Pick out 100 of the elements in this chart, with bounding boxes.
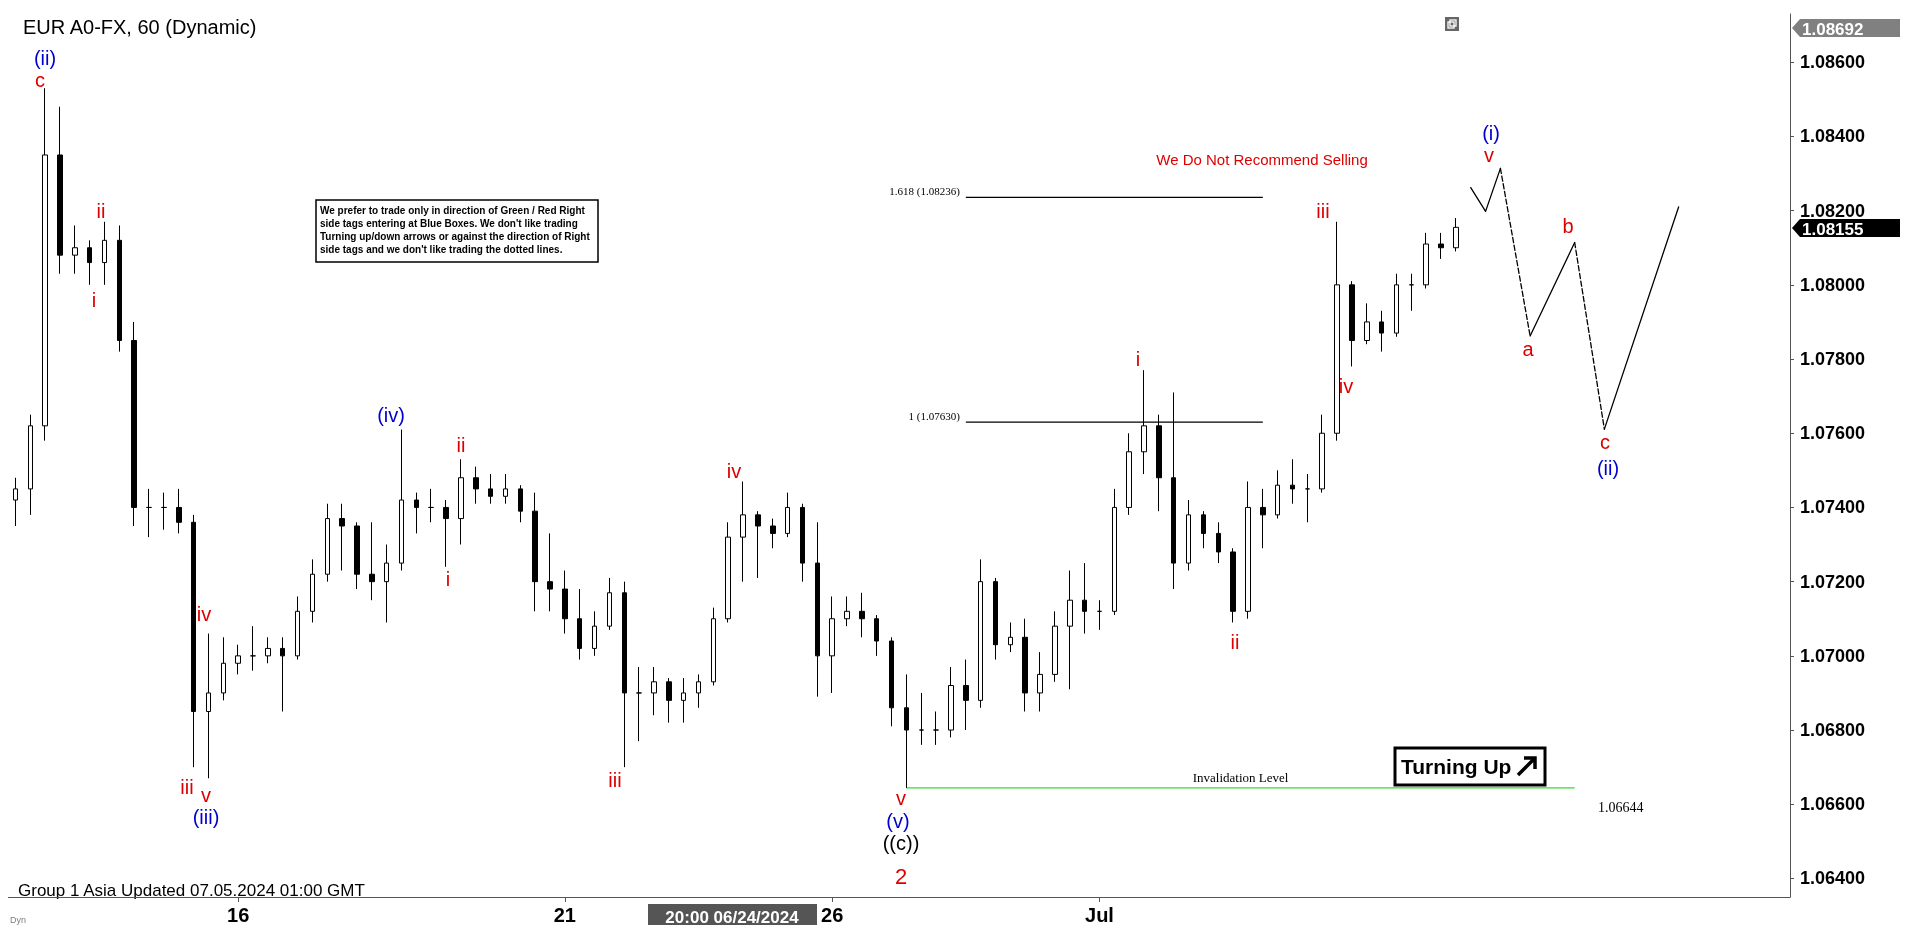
candlestick <box>1394 273 1399 338</box>
candlestick <box>1201 510 1206 549</box>
candlestick <box>102 221 107 286</box>
candlestick <box>829 595 835 694</box>
candlestick <box>785 492 790 538</box>
candlestick <box>1305 473 1310 523</box>
chart-title: EUR A0-FX, 60 (Dynamic) <box>23 16 257 38</box>
candlestick <box>889 636 894 727</box>
y-tick-label: 1.07000 <box>1800 645 1866 666</box>
candlestick <box>1008 621 1013 653</box>
x-tick-label: 26 <box>821 904 844 926</box>
candlestick <box>681 677 686 724</box>
candlestick <box>414 492 419 534</box>
candlestick <box>1409 273 1414 312</box>
annotation: i <box>1135 348 1141 370</box>
annotation: 2 <box>894 863 908 889</box>
candlestick <box>1216 521 1221 564</box>
annotation: i <box>445 568 451 590</box>
candlestick <box>711 607 716 687</box>
candlestick <box>1290 458 1295 505</box>
candlestick <box>369 521 375 601</box>
candlestick <box>1319 414 1325 494</box>
candlestick <box>874 614 879 657</box>
annotation: c <box>1600 431 1610 453</box>
candlestick <box>117 224 122 353</box>
candlestick <box>1022 618 1028 712</box>
candlestick <box>221 636 226 701</box>
candlestick <box>1126 432 1132 516</box>
y-tick-label: 1.06400 <box>1800 868 1866 889</box>
text: 20:00 06/24/2024 <box>665 907 800 927</box>
text: 1.08692 <box>1802 19 1864 39</box>
candlestick <box>725 521 731 623</box>
candlestick <box>532 492 538 612</box>
annotation: ii <box>456 434 466 456</box>
annotation: iii <box>1316 200 1330 222</box>
annotation: b <box>1562 215 1574 237</box>
annotation: (i) <box>1482 122 1500 144</box>
candlestick <box>755 510 761 579</box>
x-tick-label: Jul <box>1085 904 1114 926</box>
candlestick <box>1334 221 1340 442</box>
candlestick <box>592 610 597 657</box>
annotation: (iii) <box>192 806 220 828</box>
candlestick <box>176 488 182 534</box>
annotation: i <box>91 289 97 311</box>
candlestick <box>473 466 479 505</box>
annotation: iii <box>608 769 622 791</box>
annotation: We prefer to trade only in direction of Green / Red Right side tags entering at Blue Boxes. We don't like trading Turning up/down arrows or against the direction of Right side tags and we don't like trading the dotted lines. <box>320 205 593 255</box>
candlestick <box>443 499 449 568</box>
annotation: (v) <box>886 810 910 832</box>
candlestick <box>1112 488 1117 616</box>
candlestick <box>191 514 196 768</box>
candlestick <box>428 488 434 523</box>
text: Dyn <box>10 915 27 925</box>
annotation: ii <box>1230 631 1240 653</box>
ref-line-label: 1 (1.07630) <box>908 410 961 424</box>
ref-line-label: 1.618 (1.08236) <box>889 185 961 199</box>
candlestick <box>87 239 92 286</box>
annotation: v <box>1484 144 1494 166</box>
annotation: ii <box>96 200 106 222</box>
y-tick-label: 1.07800 <box>1800 349 1866 370</box>
candlestick <box>206 633 211 779</box>
candlestick <box>815 521 820 698</box>
y-tick-label: 1.06800 <box>1800 720 1866 741</box>
candlestick <box>250 625 256 672</box>
candlestick <box>72 224 78 275</box>
annotation: c <box>35 69 45 91</box>
y-tick-label: 1.08400 <box>1800 126 1866 147</box>
y-tick-label: 1.08000 <box>1800 274 1866 295</box>
annotation: v <box>896 787 906 809</box>
candlestick <box>740 480 746 583</box>
candlestick <box>562 570 568 635</box>
candlestick <box>993 577 998 661</box>
candlestick <box>325 503 330 583</box>
candlestick <box>1245 480 1251 620</box>
candlestick <box>696 673 701 709</box>
y-tick-label: 1.07400 <box>1800 497 1866 518</box>
ref-line-label: Invalidation Level <box>1192 769 1289 785</box>
candlestick <box>651 666 657 716</box>
candlestick <box>948 666 954 738</box>
annotation: (ii) <box>33 47 57 69</box>
annotation: iii <box>180 776 194 798</box>
candlestick <box>1423 232 1429 290</box>
candlestick <box>859 592 865 638</box>
candlestick <box>1438 232 1444 260</box>
candlestick <box>636 666 642 742</box>
candlestick <box>339 503 345 572</box>
candlestick <box>488 473 493 505</box>
y-tick-label: 1.07600 <box>1800 423 1866 444</box>
annotation: v <box>201 784 211 806</box>
candlestick <box>1349 280 1355 367</box>
candlestick <box>1037 651 1043 712</box>
candlestick <box>42 87 48 442</box>
annotation: a <box>1522 338 1535 360</box>
candlestick <box>13 477 18 527</box>
annotation: ((c)) <box>882 832 920 854</box>
candlestick <box>800 503 805 583</box>
annotation: We Do Not Recommend Selling <box>1156 150 1368 168</box>
candlestick <box>146 488 152 538</box>
candlestick <box>577 588 582 661</box>
candlestick <box>28 414 33 516</box>
